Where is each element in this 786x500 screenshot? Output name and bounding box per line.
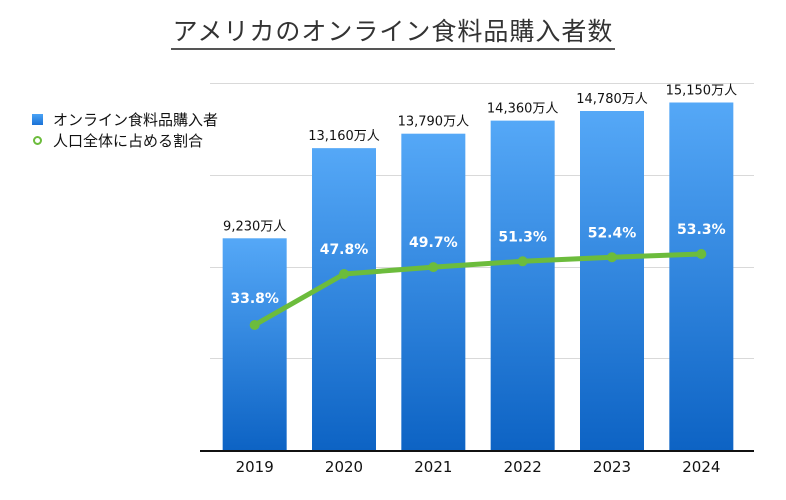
- percent-value-label: 52.4%: [588, 225, 637, 241]
- bar: [222, 238, 287, 450]
- gridlines: [210, 83, 754, 359]
- bar-value-label: 13,160万人: [308, 129, 380, 144]
- legend-item-line: 人口全体に占める割合: [32, 130, 203, 151]
- data-labels: 9,230万人 13,160万人 13,790万人 14,360万人 14,780万人 1…: [223, 83, 737, 307]
- x-tick-label: 2024: [682, 458, 720, 476]
- line-point: [696, 249, 707, 259]
- bar-value-label: 14,360万人: [487, 102, 559, 117]
- bar-value-label: 14,780万人: [576, 92, 648, 107]
- percent-line-path: [252, 251, 704, 328]
- percent-value-label: 47.8%: [320, 242, 369, 258]
- bar-value-label: 15,150万人: [666, 83, 738, 98]
- x-tick-label: 2022: [504, 458, 542, 476]
- bar: [312, 148, 376, 450]
- percent-value-label: 51.3%: [498, 229, 547, 245]
- chart-title: アメリカのオンライン食料品購入者数: [0, 12, 786, 50]
- percent-value-label: 49.7%: [409, 235, 458, 251]
- x-tick-label: 2019: [236, 458, 274, 476]
- line-point: [517, 256, 528, 267]
- chart-title-text: アメリカのオンライン食料品購入者数: [170, 17, 616, 50]
- line-point: [249, 320, 260, 330]
- x-tick-label: 2023: [593, 458, 631, 476]
- legend-item-bars: オンライン食料品購入者: [32, 109, 218, 130]
- bar-value-label: 9,230万人: [223, 219, 286, 234]
- x-tick-label: 2020: [325, 458, 363, 476]
- bar: [490, 120, 555, 451]
- bar-value-label: 13,790万人: [398, 115, 470, 130]
- bars: [200, 102, 754, 452]
- line-point: [607, 252, 617, 263]
- x-tick-label: 2021: [414, 458, 452, 476]
- line-point: [339, 269, 349, 280]
- x-axis-ticks: 2019 2020 2021 2022 2023 2024: [236, 458, 721, 476]
- bar: [669, 102, 734, 450]
- line-point: [428, 262, 439, 273]
- legend-circle-icon: [32, 135, 43, 146]
- legend-label-line: 人口全体に占める割合: [53, 132, 204, 150]
- legend-label-bars: オンライン食料品購入者: [53, 111, 219, 129]
- percent-value-label: 53.3%: [677, 222, 726, 238]
- percent-value-label: 33.8%: [230, 291, 279, 307]
- bar: [580, 110, 644, 450]
- legend-square-icon: [32, 114, 43, 125]
- bar: [401, 133, 466, 450]
- percent-line: [249, 249, 707, 330]
